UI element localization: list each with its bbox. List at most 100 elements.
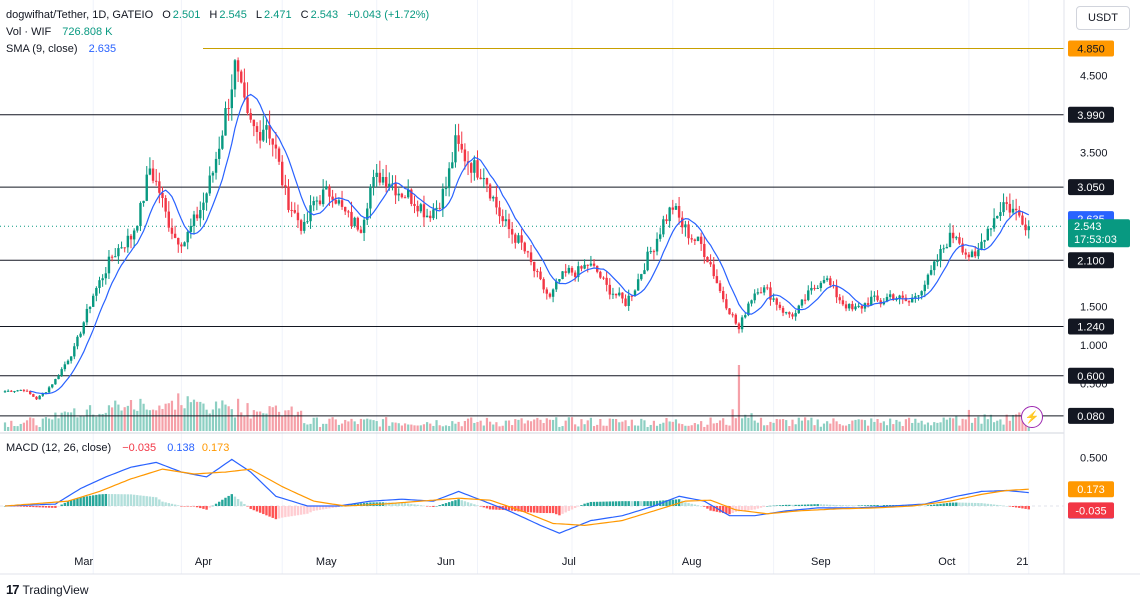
volume-bar [416,425,419,431]
macd-value-box [1068,481,1114,498]
volume-bar [54,412,57,431]
volume-bar [804,417,807,431]
tradingview-logo[interactable]: 17 TradingView [6,582,89,597]
volume-bar [394,422,397,431]
histogram-bar [246,506,249,507]
candle-body [328,186,331,197]
histogram-bar [186,506,189,507]
histogram-bar [791,504,794,506]
candle-body [835,286,838,298]
histogram-bar [668,499,671,506]
candle-body [728,308,731,315]
volume-bar [967,409,970,431]
histogram-bar [551,506,555,514]
histogram-bar [161,501,164,506]
sma-legend[interactable]: SMA (9, close) 2.635 [6,43,117,55]
volume-bar [35,425,38,431]
time-tick-label: Sep [811,556,831,568]
histogram-bar [671,499,674,506]
candle-body [520,235,523,243]
candle-body [608,284,611,295]
volume-bar [460,426,463,431]
histogram-bar [334,506,337,508]
volume-bar [199,401,202,431]
histogram-bar [879,505,882,506]
time-tick-label: Mar [74,556,93,568]
histogram-bar [926,505,930,506]
candle-body [268,125,271,139]
volume-bar [901,426,904,431]
volume-bar [533,419,536,431]
volume-bar [353,421,356,431]
volume-bar [117,404,120,431]
histogram-bar [945,503,949,506]
lightning-icon[interactable]: ⚡ [1021,406,1043,428]
ohlc-legend: dogwifhat/Tether, 1D, GATEIO O 2.501 H 2.5… [6,9,430,21]
candle-body [602,277,605,279]
candle-body [992,218,996,229]
candle-body [709,262,712,265]
close-value: 2.543 [310,9,339,21]
histogram-bar [967,502,971,506]
histogram-bar [769,505,772,507]
volume-bar [325,423,328,431]
level-label-box [1068,106,1114,123]
volume-bar [277,411,281,431]
open-value: 2.501 [172,9,201,21]
symbol-title[interactable]: dogwifhat/Tether, 1D, GATEIO [6,9,154,21]
candle-body [967,254,971,258]
histogram-bar [596,501,599,506]
candle-body [759,292,763,294]
histogram-bar [517,506,520,512]
volume-legend[interactable]: Vol · WIF 726.808 K [6,26,113,38]
macd-legend[interactable]: MACD (12, 26, close) −0.035 0.138 0.173 [6,442,230,454]
candle-body [41,393,44,396]
candle-body [22,389,26,391]
candle-body [665,219,668,222]
histogram-bar [766,506,769,507]
candle-body [885,296,889,302]
histogram-bar [400,502,404,506]
candle-body [340,200,344,207]
volume-bar [611,418,615,431]
volume-bar [268,406,271,431]
histogram-bar [816,504,819,506]
candle-body [95,287,98,296]
histogram-bar [709,506,712,511]
histogram-bar [832,504,835,506]
histogram-bar [92,495,95,506]
candle-body [933,261,936,271]
volume-bar [892,424,895,431]
histogram-bar [249,506,252,509]
volume-bar [359,418,363,431]
volume-bar [350,418,353,431]
volume-bar [989,414,993,431]
candle-body [514,234,517,243]
volume-bar [750,413,753,431]
volume-bar [734,418,737,431]
candle-body [199,210,202,219]
currency-button[interactable]: USDT [1076,6,1130,30]
histogram-bar [860,505,863,506]
level-label: 0.600 [1077,371,1105,383]
volume-bar [996,420,999,431]
histogram-bar [652,501,656,506]
volume-bar [574,424,577,431]
candle-body [762,287,766,293]
histogram-bar [76,498,79,506]
histogram-bar [577,506,580,507]
histogram-bar [441,504,445,506]
volume-bar [599,419,602,431]
candle-body [155,180,158,182]
histogram-bar [630,501,634,506]
candle-body [681,217,684,228]
candle-body [173,233,177,238]
candle-body [926,274,930,285]
histogram-bar [129,494,133,506]
volume-bar [492,424,495,431]
volume-bar [76,417,79,431]
candle-body [942,248,945,250]
volume-bar [933,422,936,431]
candle-body [655,238,659,252]
